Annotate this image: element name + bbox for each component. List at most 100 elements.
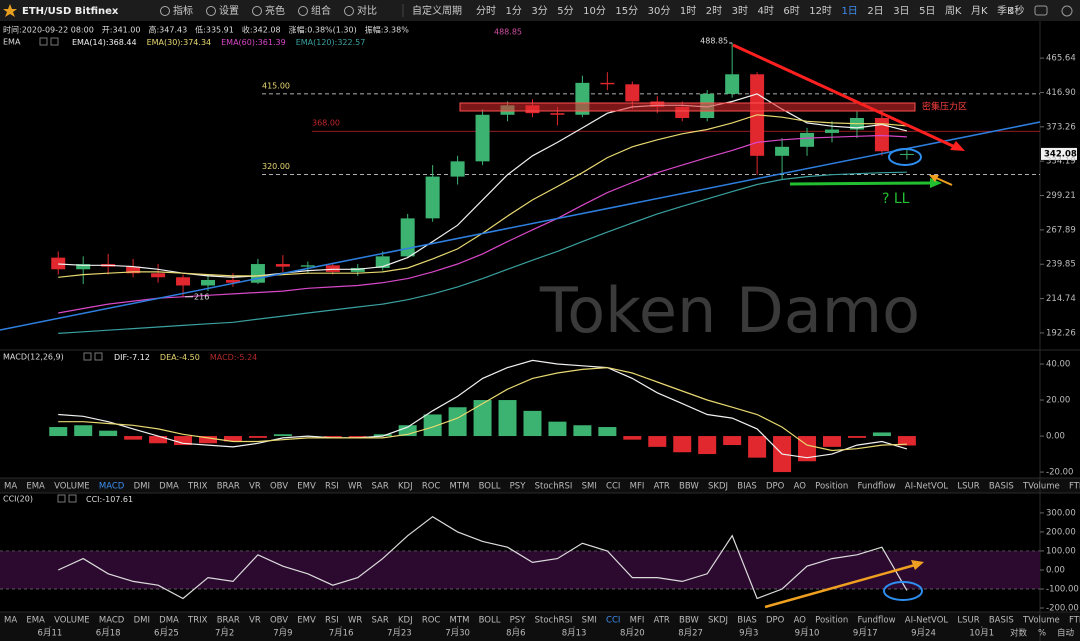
indicator-tab[interactable]: StochRSI	[535, 616, 573, 626]
indicator-tab[interactable]: DMA	[159, 616, 179, 626]
indicator-tab[interactable]: StochRSI	[535, 482, 573, 492]
indicator-tab[interactable]: BBW	[679, 616, 699, 626]
indicator-tab[interactable]: BOLL	[479, 616, 501, 626]
indicator-tab[interactable]: FTBS	[1069, 482, 1080, 492]
period-button[interactable]: 3分	[531, 5, 547, 17]
indicator-tab[interactable]: RSI	[325, 482, 339, 492]
period-button[interactable]: 10分	[583, 5, 606, 17]
indicator-tab[interactable]: RSI	[325, 616, 339, 626]
period-button[interactable]: 12时	[809, 5, 832, 17]
indicator-tab[interactable]: CCI	[606, 482, 620, 492]
indicator-tab[interactable]: Position	[815, 482, 848, 492]
indicator-tab[interactable]: EMV	[297, 616, 316, 626]
indicator-tab[interactable]: SAR	[371, 616, 388, 626]
indicator-tab[interactable]: VR	[249, 616, 261, 626]
period-button[interactable]: 2日	[867, 6, 883, 17]
indicator-tab[interactable]: MACD	[99, 616, 125, 626]
indicator-tab[interactable]: EMV	[297, 482, 316, 492]
indicator-tab[interactable]: ATR	[654, 616, 670, 626]
indicator-tab[interactable]: PSY	[510, 482, 527, 492]
indicator-tab[interactable]: SKDJ	[708, 482, 728, 492]
indicator-tab[interactable]: TVolume	[1022, 482, 1060, 492]
indicator-tab[interactable]: BASIS	[989, 482, 1014, 492]
indicator-tab[interactable]: SAR	[371, 482, 388, 492]
indicator-tab[interactable]: VR	[249, 482, 261, 492]
symbol[interactable]: ETH/USD Bitfinex	[22, 6, 119, 17]
period-button[interactable]: 5日	[919, 6, 935, 17]
toolbar-button[interactable]: 亮色	[265, 4, 285, 17]
close-icon[interactable]	[68, 494, 77, 503]
period-button[interactable]: 15分	[615, 5, 638, 17]
indicator-tab[interactable]: CCI	[606, 616, 620, 626]
indicator-tab[interactable]: TRIX	[187, 616, 208, 626]
indicator-tab[interactable]: WR	[348, 616, 362, 626]
camera-icon[interactable]	[1034, 5, 1048, 16]
indicator-tab[interactable]: AI-NetVOL	[905, 482, 949, 492]
indicator-tab[interactable]: DMA	[159, 482, 179, 492]
indicator-tab[interactable]: MACD	[99, 482, 125, 492]
indicator-tab[interactable]: WR	[348, 482, 362, 492]
period-button[interactable]: 3日	[893, 6, 909, 17]
period-button[interactable]: 4时	[757, 5, 773, 17]
indicator-tab[interactable]: SMI	[582, 482, 597, 492]
indicator-tab[interactable]: MFI	[630, 482, 645, 492]
indicator-tab[interactable]: BRAR	[217, 482, 240, 492]
indicator-tab[interactable]: BASIS	[989, 616, 1014, 626]
period-button[interactable]: 2时	[706, 5, 722, 17]
indicator-tab[interactable]: MTM	[450, 482, 470, 492]
indicator-tab[interactable]: Position	[815, 616, 848, 626]
indicator-tab[interactable]: BIAS	[737, 482, 757, 492]
indicator-tab[interactable]: Fundflow	[857, 616, 895, 626]
indicator-tab[interactable]: OBV	[270, 482, 288, 492]
indicator-tab[interactable]: AI-NetVOL	[905, 616, 949, 626]
indicator-tab[interactable]: BRAR	[217, 616, 240, 626]
toolbar-button[interactable]: 指标	[173, 4, 193, 17]
indicator-tab[interactable]: BBW	[679, 482, 699, 492]
period-button[interactable]: 30分	[648, 5, 671, 17]
indicator-tab[interactable]: DPO	[766, 616, 785, 626]
indicator-tab[interactable]: VOLUME	[54, 616, 90, 626]
indicator-tab[interactable]: SMI	[582, 616, 597, 626]
axis-option[interactable]: 自动	[1057, 628, 1075, 639]
settings-icon[interactable]	[39, 37, 48, 46]
indicator-tab[interactable]: TVolume	[1022, 616, 1060, 626]
indicator-tab[interactable]: EMA	[26, 616, 45, 626]
refresh-rate[interactable]: 3秒	[1008, 4, 1024, 17]
settings-icon[interactable]	[57, 494, 66, 503]
settings-icon[interactable]	[1061, 5, 1073, 17]
indicator-tab[interactable]: OBV	[270, 616, 288, 626]
period-menu[interactable]: 自定义周期	[412, 4, 462, 17]
period-button[interactable]: 分时	[476, 5, 496, 17]
axis-option[interactable]: %	[1038, 629, 1046, 639]
indicator-tab[interactable]: MTM	[450, 616, 470, 626]
indicator-tab[interactable]: ROC	[422, 482, 441, 492]
indicator-tab[interactable]: PSY	[510, 616, 527, 626]
period-button[interactable]: 周K	[945, 5, 962, 17]
indicator-tab[interactable]: KDJ	[398, 616, 413, 626]
indicator-tab[interactable]: DMI	[134, 482, 150, 492]
indicator-tab[interactable]: AO	[794, 616, 807, 626]
period-button[interactable]: 1分	[506, 5, 522, 17]
indicator-tab[interactable]: LSUR	[957, 616, 979, 626]
indicator-tab[interactable]: DMI	[134, 616, 150, 626]
indicator-tab[interactable]: ROC	[422, 616, 441, 626]
toolbar-button[interactable]: 组合	[311, 4, 331, 17]
indicator-tab[interactable]: MFI	[630, 616, 645, 626]
indicator-tab[interactable]: ATR	[654, 482, 670, 492]
indicator-tab[interactable]: BIAS	[737, 616, 757, 626]
settings-icon[interactable]	[83, 352, 92, 361]
indicator-tab[interactable]: AO	[794, 482, 807, 492]
period-button[interactable]: 3时	[732, 5, 748, 17]
axis-option[interactable]: 对数	[1010, 628, 1028, 639]
indicator-tab[interactable]: DPO	[766, 482, 785, 492]
indicator-tab[interactable]: EMA	[26, 482, 45, 492]
indicator-tab[interactable]: FTBS	[1069, 616, 1080, 626]
indicator-tab[interactable]: LSUR	[957, 482, 979, 492]
period-button[interactable]: 5分	[557, 5, 573, 17]
indicator-tab[interactable]: KDJ	[398, 482, 413, 492]
period-button[interactable]: 6时	[783, 5, 799, 17]
indicator-tab[interactable]: MA	[4, 616, 17, 626]
close-icon[interactable]	[94, 352, 103, 361]
toolbar-button[interactable]: 对比	[357, 4, 377, 17]
period-button[interactable]: 月K	[971, 5, 988, 17]
